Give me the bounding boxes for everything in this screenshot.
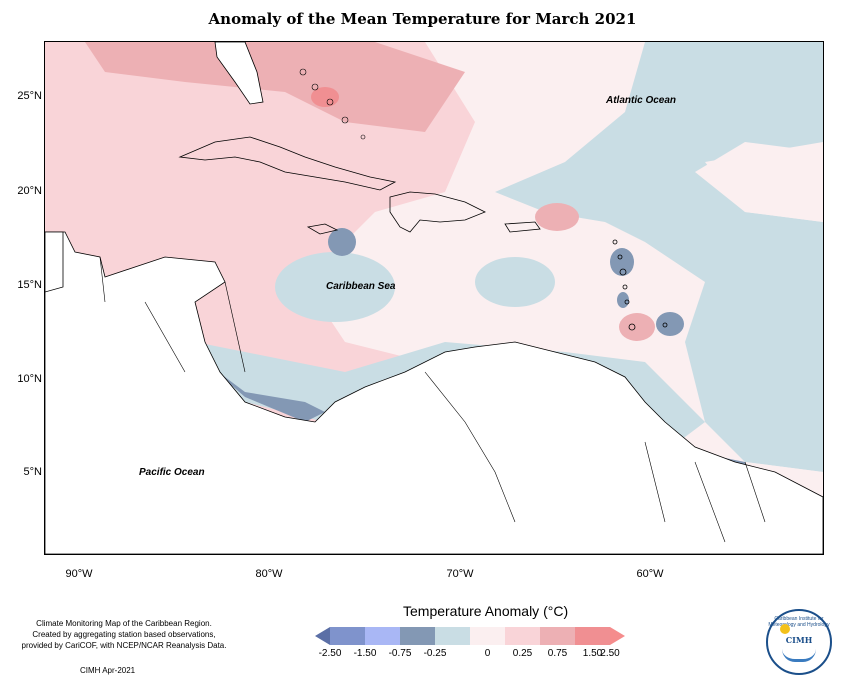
anomaly-field <box>45 42 823 554</box>
legend-tick-label: 0.25 <box>512 648 533 659</box>
anomaly-spot-jamaica <box>328 228 356 256</box>
legend-swatch <box>610 627 625 645</box>
legend-tick-label: -1.50 <box>353 648 377 659</box>
land-yucatan <box>45 231 64 293</box>
logo-text: CIMH <box>785 635 813 645</box>
lon-tick-60: 60°W <box>636 568 664 580</box>
anomaly-spot-windward <box>619 313 655 341</box>
legend-swatch <box>400 627 435 645</box>
legend-tick-label: 0.75 <box>547 648 568 659</box>
legend-title: Temperature Anomaly (°C) <box>403 603 569 619</box>
temperature-anomaly-map <box>44 41 824 555</box>
cimh-logo: Caribbean Institute for Meteorology and … <box>766 609 832 675</box>
coast-jamaica <box>306 223 339 235</box>
legend-tick-label: -0.75 <box>388 648 412 659</box>
label-caribbean-sea: Caribbean Sea <box>326 281 396 292</box>
lon-tick-80: 80°W <box>255 568 283 580</box>
anomaly-zone-atlantic-blue <box>495 42 823 472</box>
sun-icon <box>780 624 790 634</box>
map-title: Anomaly of the Mean Temperature for Marc… <box>208 10 637 28</box>
anomaly-zone-north-pink <box>85 42 465 132</box>
coast-puerto-rico <box>504 221 541 233</box>
footer-note: Climate Monitoring Map of the Caribbean … <box>4 618 244 651</box>
land-florida <box>214 42 264 105</box>
legend-swatch <box>505 627 540 645</box>
lon-tick-70: 70°W <box>446 568 474 580</box>
lat-tick-20: 20°N <box>17 185 42 197</box>
legend-tick-label: 2.50 <box>600 648 620 659</box>
legend-swatch <box>540 627 575 645</box>
label-atlantic-ocean: Atlantic Ocean <box>606 95 677 106</box>
legend-swatch <box>315 627 330 645</box>
country-borders <box>99 256 766 543</box>
legend-swatch <box>330 627 365 645</box>
anomaly-spot-leeward <box>610 248 634 276</box>
legend-swatch <box>435 627 470 645</box>
anomaly-zone-atlantic-pink <box>705 142 823 222</box>
footer-note-line: provided by CariCOF, with NCEP/NCAR Rean… <box>21 641 227 650</box>
anomaly-spot-barbados <box>656 312 684 336</box>
lat-tick-25: 25°N <box>17 90 42 102</box>
legend-swatch <box>575 627 610 645</box>
waves-icon <box>782 649 816 662</box>
lat-tick-15: 15°N <box>17 279 42 291</box>
anomaly-zone-caribbean-blue-2 <box>475 257 555 307</box>
footer-note-line: Created by aggregating station based obs… <box>32 630 216 639</box>
legend-colorbar <box>315 627 625 645</box>
coast-hispaniola <box>389 191 486 233</box>
logo-ring-text: Caribbean Institute for Meteorology and … <box>768 616 830 628</box>
footer-credit: CIMH Apr-2021 <box>80 666 136 675</box>
anomaly-spot-puerto-rico <box>535 203 579 231</box>
coast-bahamas <box>299 68 366 140</box>
legend-swatch <box>365 627 400 645</box>
footer-note-line: Climate Monitoring Map of the Caribbean … <box>36 619 212 628</box>
label-pacific-ocean: Pacific Ocean <box>139 467 205 478</box>
coast-cuba <box>178 136 397 191</box>
legend-tick-label: -0.25 <box>423 648 447 659</box>
lat-tick-5: 5°N <box>23 466 42 478</box>
anomaly-spot-bahamas <box>311 87 339 107</box>
legend-tick-label: 1.50 <box>582 648 603 659</box>
legend-swatch <box>470 627 505 645</box>
legend-tick-label: 0 <box>484 648 491 659</box>
land-central-south-america <box>45 231 823 554</box>
lon-tick-90: 90°W <box>65 568 93 580</box>
anomaly-zone-central-america-blue <box>205 362 325 422</box>
anomaly-zone-caribbean-blue <box>275 252 395 322</box>
coast-lesser-antilles <box>612 239 668 331</box>
lat-tick-10: 10°N <box>17 373 42 385</box>
legend-tick-label: -2.50 <box>318 648 342 659</box>
